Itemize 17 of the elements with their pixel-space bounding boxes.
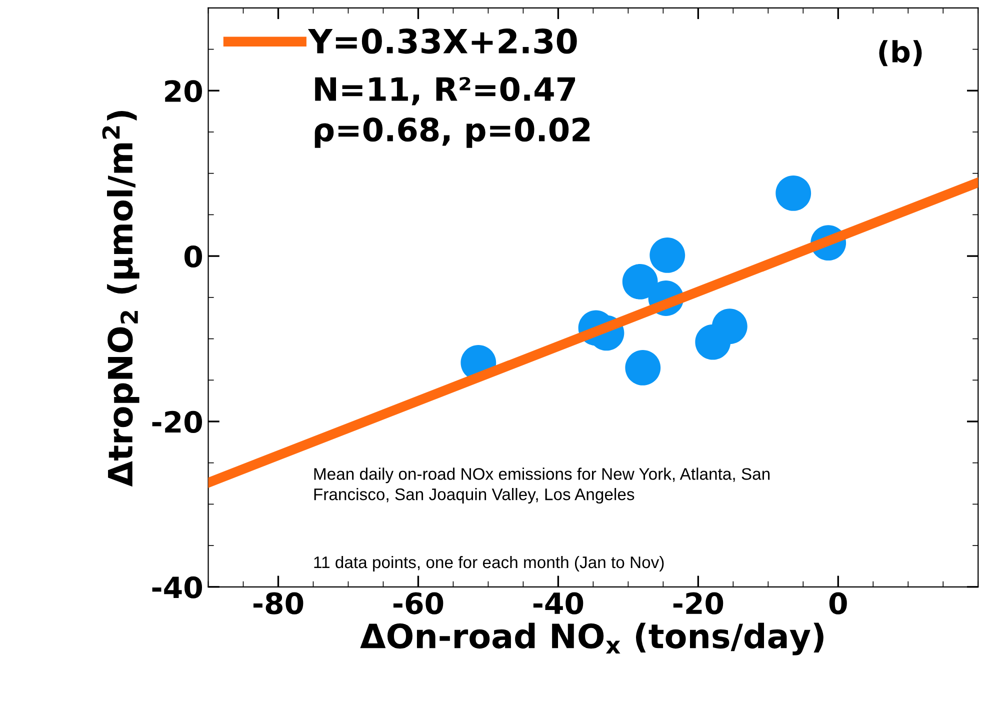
- x-tick-label: 0: [829, 592, 847, 614]
- y-axis-title: ΔtropNO$_{2}$ (μmol/m$^{2}$): [102, 110, 140, 487]
- y-tick-label: -20: [152, 410, 202, 433]
- y-tick-label: -40: [152, 576, 202, 598]
- annotation: Mean daily on-road NOx emissions for New York, Atlanta, San Francisco, San Joaquin Valley, Los Angeles: [314, 468, 770, 504]
- legend-label: Y=0.33X+2.30: [308, 28, 577, 54]
- annotation: ρ=0.68, p=0.02: [314, 118, 590, 148]
- annotation: N=11, R²=0.47: [315, 76, 576, 106]
- x-tick-label: -20: [673, 592, 724, 614]
- y-tick-label: 0: [184, 245, 202, 268]
- y-tick-label: 20: [165, 80, 202, 102]
- x-tick-label: -60: [393, 592, 444, 614]
- x-tick-label: -40: [533, 592, 584, 614]
- x-axis-title: ΔOn-road NO$_{x}$ (tons/day): [360, 622, 824, 656]
- x-tick-label: -80: [253, 592, 304, 614]
- annotation: (b): [879, 40, 922, 66]
- annotation: 11 data points, one for each month (Jan to Nov): [314, 556, 664, 572]
